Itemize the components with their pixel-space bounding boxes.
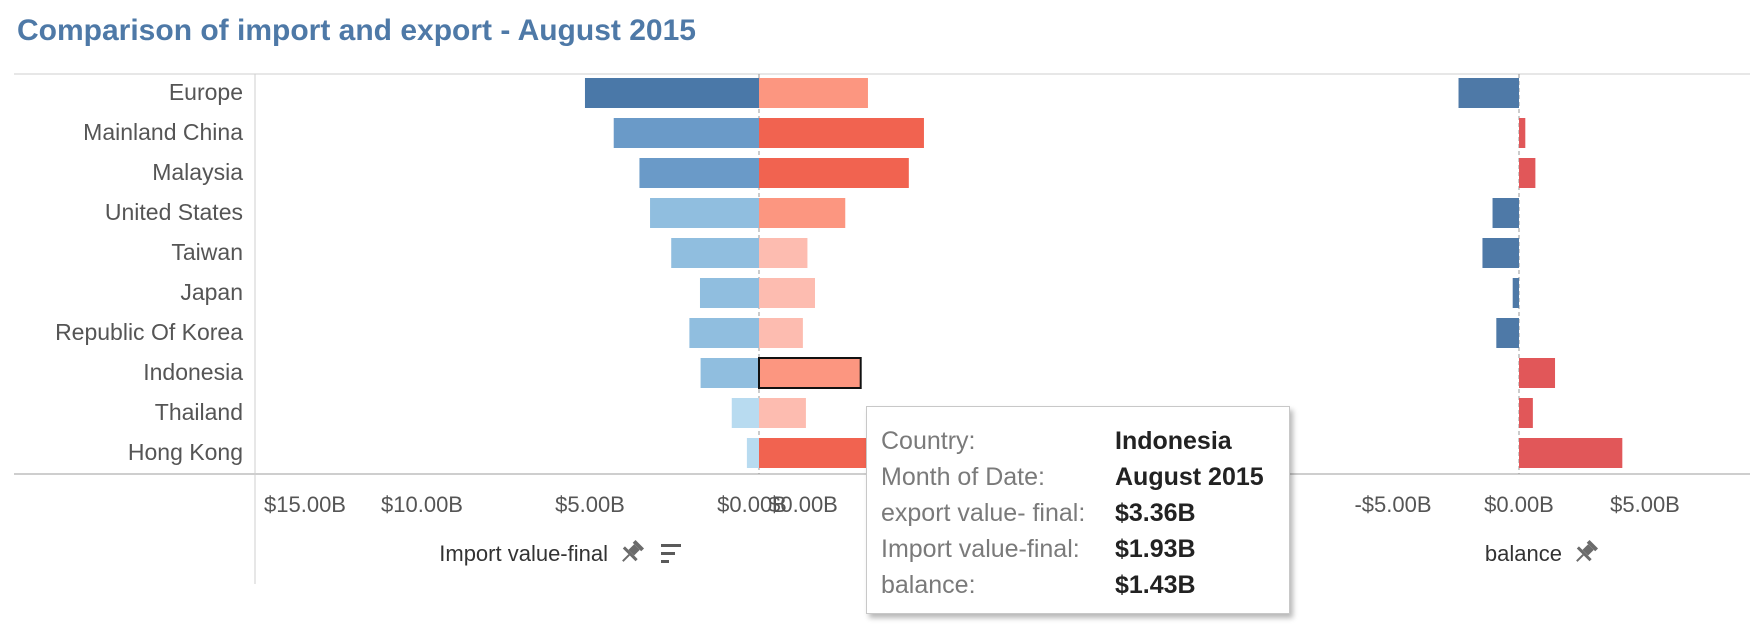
category-label: Mainland China <box>83 119 243 145</box>
tooltip-row-import: Import value-final: $1.93B <box>881 535 1196 564</box>
bar-import-value-final-malaysia[interactable] <box>639 158 759 188</box>
tick-label: $0.00B <box>717 492 787 517</box>
sort-icon[interactable] <box>661 544 681 563</box>
category-label: Hong Kong <box>128 439 243 465</box>
category-label: Europe <box>169 79 243 105</box>
bar-export-value-final-mainland-china[interactable] <box>759 118 924 148</box>
bar-balance-japan[interactable] <box>1512 278 1519 308</box>
bar-import-value-final-united-states[interactable] <box>650 198 759 228</box>
bar-import-value-final-hong-kong[interactable] <box>746 438 759 468</box>
bar-import-value-final-indonesia[interactable] <box>700 358 759 388</box>
tick-label: $10.00B <box>381 492 463 517</box>
bar-import-value-final-taiwan[interactable] <box>671 238 759 268</box>
axis-title-import: Import value-final <box>439 541 608 566</box>
bar-import-value-final-mainland-china[interactable] <box>613 118 759 148</box>
bar-export-value-final-malaysia[interactable] <box>759 158 909 188</box>
bar-balance-mainland-china[interactable] <box>1519 118 1526 148</box>
bar-export-value-final-europe[interactable] <box>759 78 868 108</box>
tooltip-key: Import value-final: <box>881 535 1080 563</box>
bar-import-value-final-thailand[interactable] <box>731 398 759 428</box>
bar-balance-hong-kong[interactable] <box>1519 438 1623 468</box>
bar-export-value-final-republic-of-korea[interactable] <box>759 318 803 348</box>
category-label: United States <box>105 199 243 225</box>
tooltip-row-month: Month of Date: August 2015 <box>881 463 1264 492</box>
tooltip-key: Country: <box>881 427 976 455</box>
bar-export-value-final-thailand[interactable] <box>759 398 806 428</box>
tooltip-row-country: Country: Indonesia <box>881 427 1232 456</box>
tick-label: $0.00B <box>768 492 838 517</box>
tooltip: Country: Indonesia Month of Date: August 2… <box>866 406 1290 614</box>
tooltip-value: August 2015 <box>1115 463 1264 491</box>
category-label: Thailand <box>155 399 243 425</box>
category-label: Republic Of Korea <box>55 319 243 345</box>
tooltip-key: export value- final: <box>881 499 1086 527</box>
pin-icon[interactable] <box>1570 538 1600 568</box>
category-label: Indonesia <box>143 359 243 385</box>
tick-label: $5.00B <box>1610 492 1680 517</box>
pin-icon[interactable] <box>616 538 646 568</box>
bar-balance-united-states[interactable] <box>1492 198 1519 228</box>
axis-title-balance: balance <box>1485 541 1562 566</box>
bar-balance-malaysia[interactable] <box>1519 158 1536 188</box>
bar-import-value-final-europe[interactable] <box>584 78 759 108</box>
bar-import-value-final-japan[interactable] <box>699 278 759 308</box>
bar-export-value-final-japan[interactable] <box>759 278 815 308</box>
tick-label: $5.00B <box>555 492 625 517</box>
tick-label: -$5.00B <box>1354 492 1431 517</box>
tooltip-key: balance: <box>881 571 976 599</box>
bar-balance-europe[interactable] <box>1458 78 1519 108</box>
tick-label: $0.00B <box>1484 492 1554 517</box>
category-label: Malaysia <box>152 159 243 185</box>
bar-import-value-final-republic-of-korea[interactable] <box>689 318 759 348</box>
tooltip-value: $3.36B <box>1115 499 1196 527</box>
category-label: Taiwan <box>171 239 243 265</box>
bar-balance-taiwan[interactable] <box>1482 238 1519 268</box>
chart-title: Comparison of import and export - August… <box>17 14 696 47</box>
bar-export-value-final-taiwan[interactable] <box>759 238 808 268</box>
tooltip-row-balance: balance: $1.43B <box>881 571 1196 600</box>
bar-balance-republic-of-korea[interactable] <box>1496 318 1519 348</box>
bar-balance-thailand[interactable] <box>1519 398 1533 428</box>
tooltip-value: Indonesia <box>1115 427 1232 455</box>
tick-label: $15.00B <box>264 492 346 517</box>
category-label: Japan <box>180 279 243 305</box>
tooltip-key: Month of Date: <box>881 463 1045 491</box>
bar-export-value-final-united-states[interactable] <box>759 198 846 228</box>
bar-balance-indonesia[interactable] <box>1519 358 1556 388</box>
tooltip-value: $1.43B <box>1115 571 1196 599</box>
tooltip-row-export: export value- final: $3.36B <box>881 499 1196 528</box>
bar-export-value-final-indonesia[interactable] <box>758 357 862 389</box>
tooltip-value: $1.93B <box>1115 535 1196 563</box>
